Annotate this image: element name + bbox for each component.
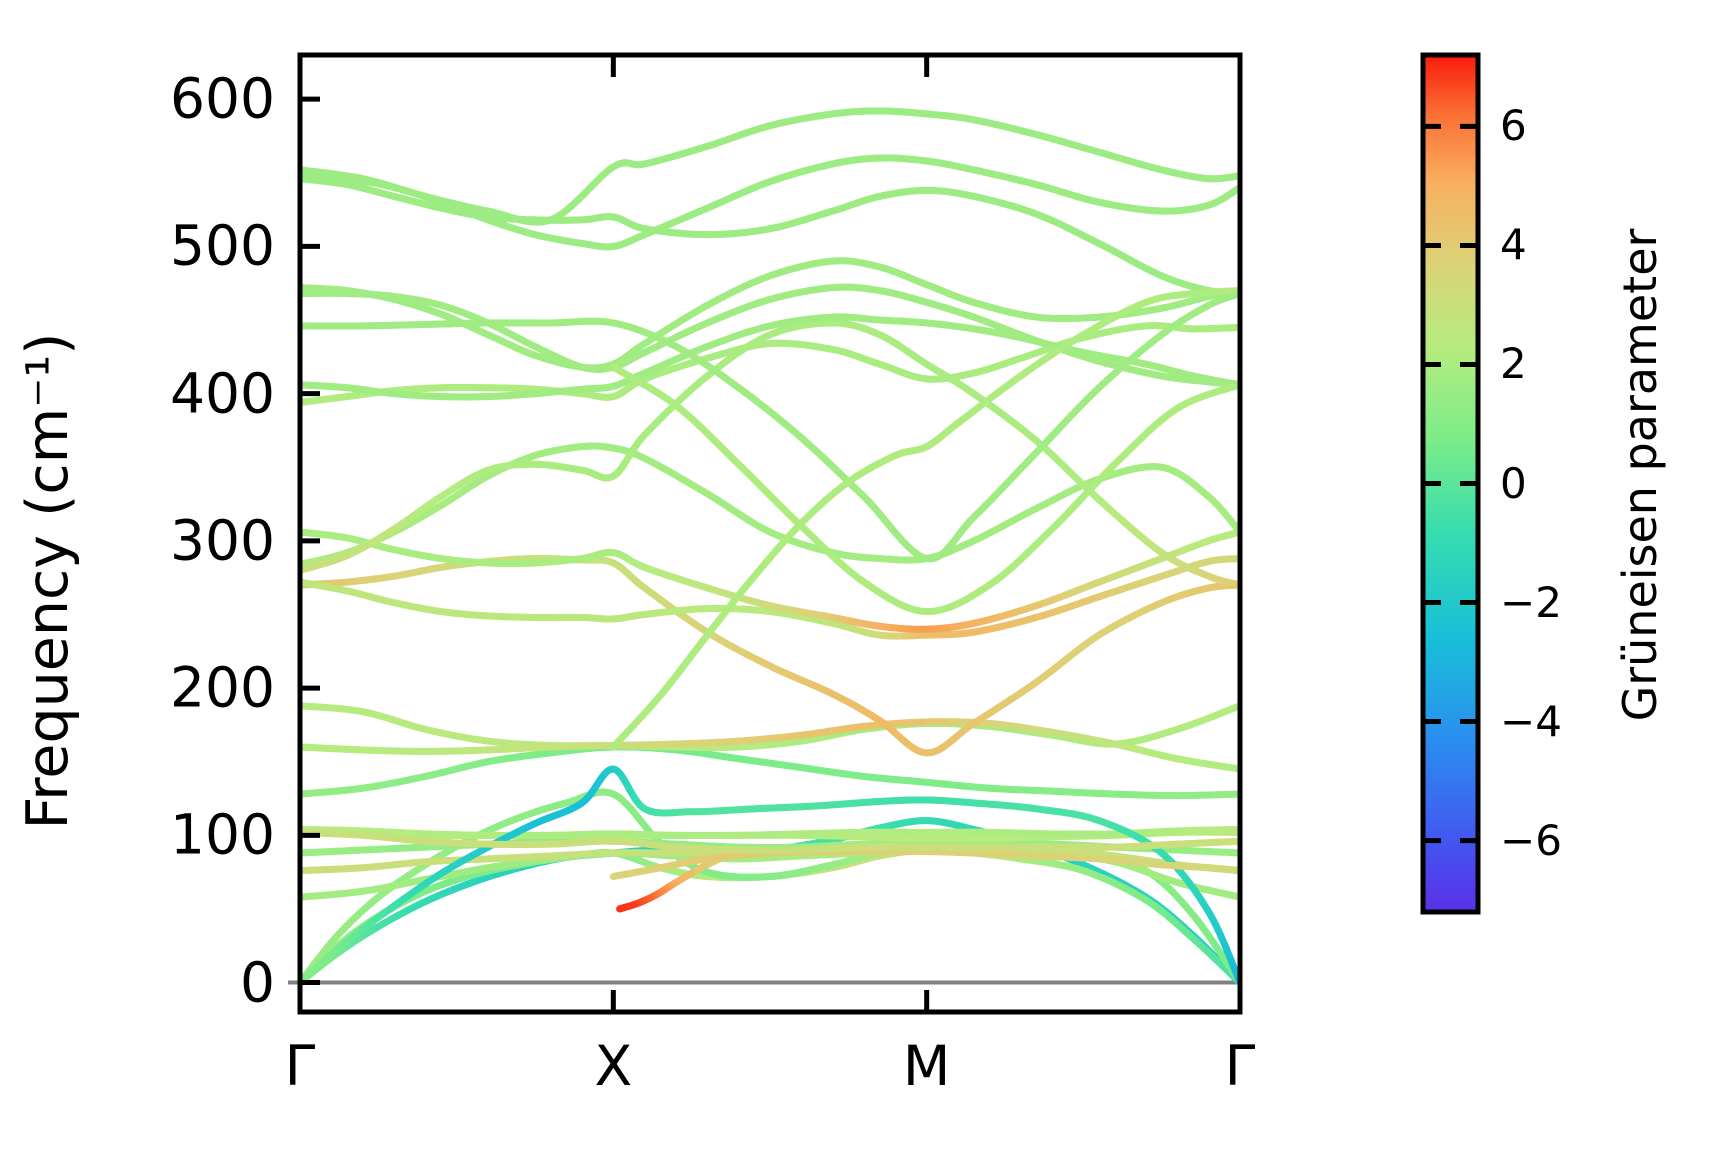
band-curve bbox=[300, 555, 1240, 640]
y-tick-label: 0 bbox=[240, 950, 275, 1015]
colorbar-ticks bbox=[1423, 123, 1478, 844]
band-curve bbox=[300, 825, 1240, 840]
band-curve bbox=[300, 283, 1240, 389]
y-tick-label: 600 bbox=[170, 66, 275, 131]
x-tick-label: M bbox=[902, 1034, 951, 1098]
colorbar-tick-label: 0 bbox=[1500, 458, 1527, 508]
x-tick-label: Γ bbox=[1224, 1034, 1256, 1098]
band-curve bbox=[300, 322, 1240, 406]
axes-frame bbox=[297, 52, 1243, 1015]
band-curve bbox=[300, 107, 1240, 226]
colorbar-tick-label: −4 bbox=[1500, 696, 1562, 746]
colorbar-tick-label: 2 bbox=[1500, 339, 1527, 389]
band-curve bbox=[300, 765, 1240, 987]
y-tick-label: 100 bbox=[170, 802, 275, 867]
band-curve bbox=[300, 743, 1240, 800]
y-tick-label: 400 bbox=[170, 361, 275, 426]
colorbar-tick-label: 4 bbox=[1500, 220, 1527, 270]
x-tick-label: Γ bbox=[284, 1034, 316, 1098]
phonon-band-curves bbox=[300, 107, 1240, 987]
band-curve bbox=[609, 287, 1240, 751]
band-curve bbox=[300, 554, 1240, 757]
y-tick-label: 200 bbox=[170, 655, 275, 720]
colorbar-tick-label: −2 bbox=[1500, 577, 1562, 627]
band-curve bbox=[300, 442, 1240, 568]
colorbar-tick-label: −6 bbox=[1500, 815, 1562, 865]
y-axis-ticks bbox=[300, 96, 320, 986]
colorbar bbox=[1420, 52, 1481, 915]
band-curve bbox=[300, 257, 1240, 372]
band-curve bbox=[300, 313, 1240, 401]
y-tick-label: 300 bbox=[170, 508, 275, 573]
band-curve bbox=[609, 363, 1240, 616]
x-axis-ticks bbox=[297, 55, 1243, 1012]
y-tick-label: 500 bbox=[170, 213, 275, 278]
x-tick-label: X bbox=[594, 1034, 633, 1098]
colorbar-tick-label: 6 bbox=[1500, 101, 1527, 151]
band-curve bbox=[300, 828, 1240, 854]
